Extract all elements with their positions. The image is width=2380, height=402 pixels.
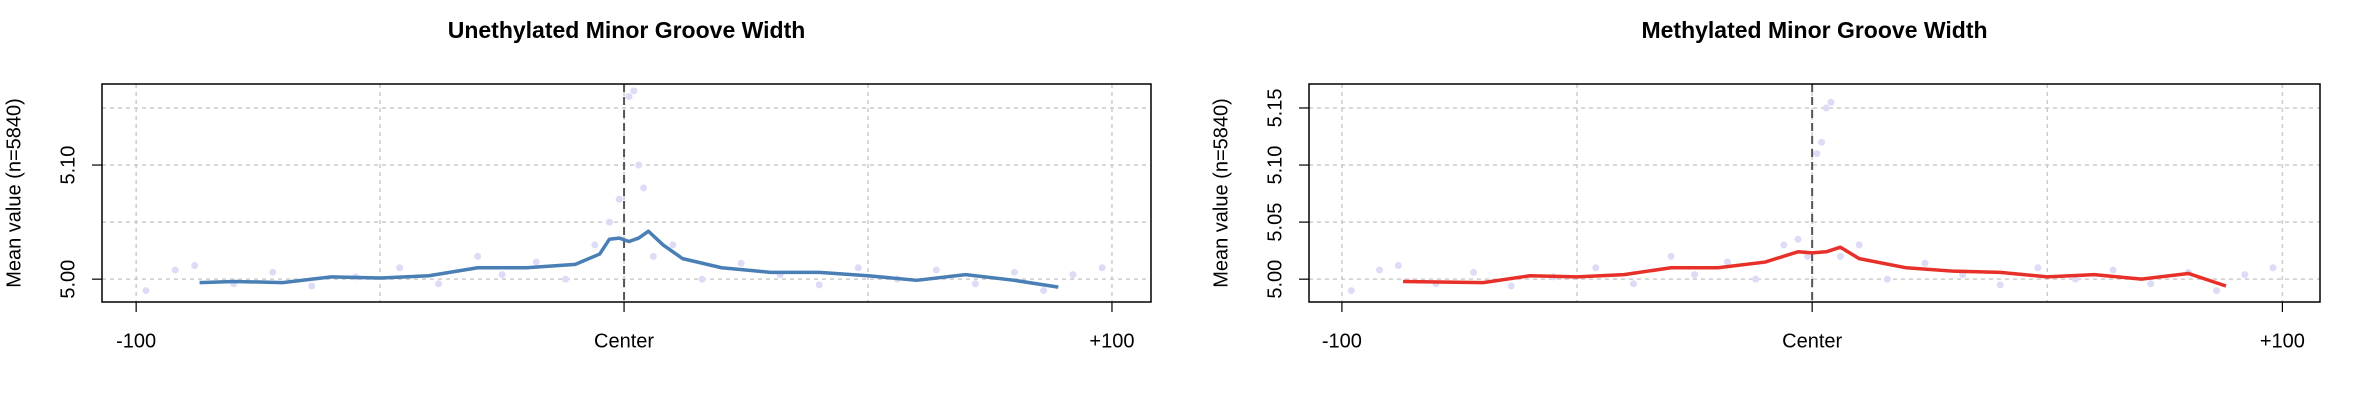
y-axis-label: Mean value (n=5840) xyxy=(1210,98,1232,288)
data-point xyxy=(269,268,277,276)
chart-title: Unethylated Minor Groove Width xyxy=(448,17,806,43)
data-point xyxy=(625,93,633,101)
data-point xyxy=(698,275,706,283)
data-point xyxy=(1724,258,1732,266)
data-point xyxy=(308,282,316,290)
data-point xyxy=(1813,150,1821,158)
x-tick-label: -100 xyxy=(1322,330,1362,352)
data-point xyxy=(142,287,150,295)
x-tick-label: +100 xyxy=(1089,330,1134,352)
data-point xyxy=(1822,104,1830,112)
data-point xyxy=(1996,281,2004,289)
data-point xyxy=(635,161,643,169)
data-point xyxy=(1470,268,1478,276)
data-point xyxy=(971,280,979,288)
data-point xyxy=(1836,252,1844,260)
x-tick-label: +100 xyxy=(2260,330,2305,352)
data-point xyxy=(171,266,179,274)
data-point xyxy=(640,184,648,192)
data-point xyxy=(1667,252,1675,260)
data-point xyxy=(1040,287,1048,295)
y-tick-label: 5.05 xyxy=(1264,203,1286,242)
data-point xyxy=(815,281,823,289)
series-line xyxy=(199,229,1059,289)
data-point xyxy=(2109,266,2117,274)
chart-title: Methylated Minor Groove Width xyxy=(1641,17,1987,43)
y-tick-label: 5.00 xyxy=(1264,260,1286,299)
plot-frame xyxy=(1308,83,2321,303)
data-point xyxy=(2071,275,2079,283)
series-line xyxy=(1403,245,2227,288)
data-point xyxy=(1818,138,1826,146)
data-point xyxy=(615,195,623,203)
data-point xyxy=(396,264,404,272)
y-tick-label: 5.10 xyxy=(57,146,79,185)
data-point xyxy=(1921,259,1929,267)
data-point xyxy=(1780,241,1788,249)
data-point xyxy=(669,241,677,249)
data-point xyxy=(2034,264,2042,272)
data-point xyxy=(1010,268,1018,276)
data-point xyxy=(1794,235,1802,243)
data-point xyxy=(1691,271,1699,279)
data-point xyxy=(1376,266,1384,274)
data-point xyxy=(649,252,657,260)
data-point xyxy=(1752,275,1760,283)
data-point xyxy=(2147,280,2155,288)
data-point xyxy=(435,280,443,288)
data-point xyxy=(1069,271,1077,279)
data-point xyxy=(498,271,506,279)
y-tick-label: 5.00 xyxy=(57,260,79,299)
x-tick-label: Center xyxy=(594,330,654,352)
x-tick-label: -100 xyxy=(116,330,156,352)
y-tick-label: 5.10 xyxy=(1264,146,1286,185)
data-point xyxy=(1592,264,1600,272)
x-tick-label: Center xyxy=(1782,330,1842,352)
data-point xyxy=(2269,264,2277,272)
data-point xyxy=(2241,271,2249,279)
data-point xyxy=(591,241,599,249)
data-point xyxy=(1507,282,1515,290)
data-point xyxy=(854,264,862,272)
data-point xyxy=(605,218,613,226)
data-point xyxy=(2213,287,2221,295)
data-point xyxy=(1855,241,1863,249)
data-point xyxy=(1394,261,1402,269)
data-point xyxy=(1629,280,1637,288)
data-point xyxy=(191,261,199,269)
y-axis-label: Mean value (n=5840) xyxy=(3,98,25,288)
data-point xyxy=(1883,275,1891,283)
data-point xyxy=(932,266,940,274)
y-tick-label: 5.15 xyxy=(1264,88,1286,127)
data-point xyxy=(737,259,745,267)
data-point xyxy=(562,275,570,283)
data-point xyxy=(630,87,638,95)
data-point xyxy=(474,252,482,260)
data-point xyxy=(532,258,540,266)
data-point xyxy=(1347,287,1355,295)
data-point xyxy=(1803,252,1811,260)
data-point xyxy=(1098,264,1106,272)
data-point xyxy=(1827,98,1835,106)
plot-frame xyxy=(101,83,1152,303)
